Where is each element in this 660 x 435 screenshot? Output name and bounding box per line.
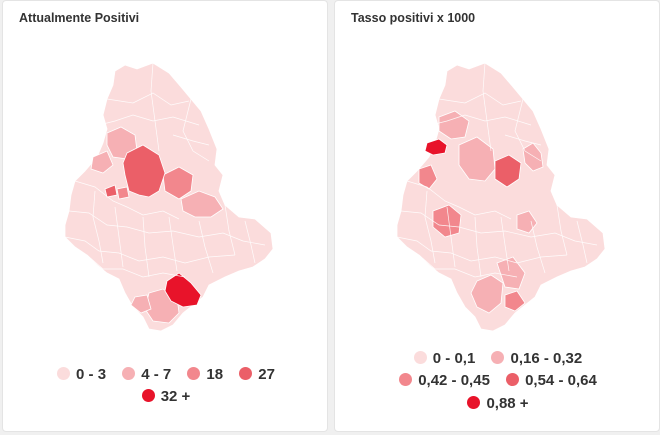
choropleth-map-attualmente-positivi — [64, 62, 274, 332]
legend-row: 0 - 0,1 0,16 - 0,32 — [335, 349, 660, 367]
map-region-27[interactable] — [104, 184, 118, 198]
legend-item[interactable]: 0,16 - 0,32 — [491, 350, 582, 367]
legend-swatch-icon — [141, 389, 155, 403]
legend-row: 32 + — [3, 388, 329, 406]
map-region-0-16-0-32[interactable] — [516, 210, 538, 234]
map-region-0-42-0-45[interactable] — [432, 204, 462, 238]
legend-label: 32 + — [160, 388, 191, 406]
map-region-0-42-0-45[interactable] — [418, 164, 438, 190]
legend-item[interactable]: 32 + — [141, 388, 191, 406]
map-region-0-54-0-64[interactable] — [494, 154, 522, 188]
map-region-0-16-0-32[interactable] — [438, 110, 470, 140]
legend-swatch-icon — [506, 373, 520, 387]
legend-row: 0,42 - 0,45 0,54 - 0,64 — [335, 372, 660, 389]
map-region-0-16-0-32[interactable] — [458, 136, 496, 182]
legend-row: 0,88 + — [335, 394, 660, 412]
legend-swatch-icon — [57, 366, 71, 380]
legend-swatch-icon — [122, 366, 136, 380]
map-region-0-16-0-32[interactable] — [496, 256, 526, 290]
legend-item[interactable]: 18 — [187, 366, 223, 383]
map-region-0-88-plus[interactable] — [424, 138, 448, 156]
legend-label: 0 - 0,1 — [432, 349, 476, 367]
legend-item[interactable]: 27 — [239, 366, 275, 383]
panel-title: Attualmente Positivi — [19, 11, 140, 25]
legend-label: 0,42 - 0,45 — [418, 372, 490, 390]
map-legend: 0 - 0,1 0,16 - 0,32 0,42 - 0,45 0,54 - 0… — [335, 349, 660, 417]
legend-label: 0,54 - 0,64 — [525, 372, 597, 390]
map-panel-attualmente-positivi: Attualmente Positivi — [2, 0, 328, 432]
legend-swatch-icon — [399, 373, 413, 387]
legend-item[interactable]: 0 - 3 — [57, 366, 106, 383]
legend-item[interactable]: 0,88 + — [467, 394, 529, 412]
legend-item[interactable]: 0,42 - 0,45 — [399, 372, 490, 389]
legend-label: 27 — [258, 365, 275, 383]
legend-label: 18 — [206, 365, 224, 383]
legend-swatch-icon — [239, 366, 253, 380]
panel-title: Tasso positivi x 1000 — [351, 11, 476, 25]
legend-swatch-icon — [413, 350, 427, 364]
map-region-0-42-0-45[interactable] — [504, 290, 526, 312]
map-region-27[interactable] — [122, 144, 166, 198]
choropleth-map-tasso-positivi — [396, 62, 606, 332]
legend-item[interactable]: 0 - 0,1 — [413, 349, 476, 367]
legend-label: 4 - 7 — [141, 365, 172, 383]
map-panel-tasso-positivi: Tasso positivi x 1000 — [334, 0, 660, 432]
municipality-borders — [64, 62, 266, 278]
municipality-borders — [396, 62, 598, 278]
legend-swatch-icon — [187, 366, 201, 380]
map-region-4-7[interactable] — [130, 294, 152, 314]
legend-row: 0 - 3 4 - 7 18 27 — [3, 365, 329, 383]
map-region-4-7[interactable] — [90, 150, 114, 174]
map-region-0-16-0-32[interactable] — [470, 274, 504, 314]
legend-item[interactable]: 4 - 7 — [122, 366, 171, 383]
legend-swatch-icon — [491, 350, 505, 364]
legend-label: 0,16 - 0,32 — [510, 349, 583, 367]
map-region-18[interactable] — [116, 186, 130, 200]
map-legend: 0 - 3 4 - 7 18 27 32 + — [3, 365, 329, 410]
legend-label: 0 - 3 — [76, 365, 107, 383]
legend-swatch-icon — [467, 395, 481, 409]
legend-label: 0,88 + — [486, 394, 529, 412]
map-region-4-7[interactable] — [180, 190, 224, 218]
legend-item[interactable]: 0,54 - 0,64 — [506, 372, 597, 389]
map-region-18[interactable] — [162, 166, 194, 200]
